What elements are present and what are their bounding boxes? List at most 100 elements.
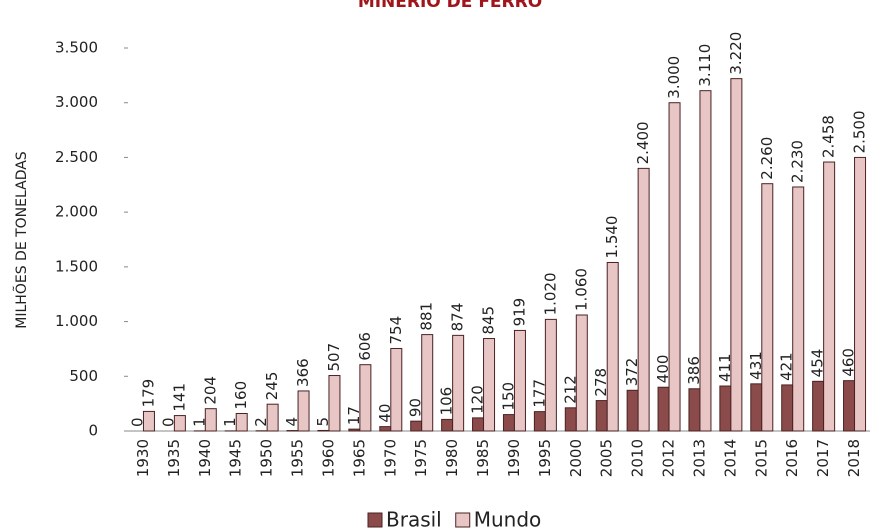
data-label: 160 <box>232 381 250 410</box>
bar <box>441 418 454 432</box>
y-tick-label: 2.000 <box>55 203 98 221</box>
data-label: 431 <box>747 351 765 380</box>
data-label: 204 <box>201 376 219 405</box>
bar <box>606 261 619 432</box>
data-label: 40 <box>376 404 394 423</box>
bar <box>719 385 732 432</box>
bar <box>544 318 557 432</box>
data-label: 179 <box>139 379 157 408</box>
x-tick-label: 2010 <box>629 439 647 477</box>
x-tick-label: 1935 <box>165 439 183 477</box>
x-tick-label: 1980 <box>443 439 461 477</box>
legend-label: Brasil <box>386 508 442 532</box>
x-tick-label: 2012 <box>660 439 678 477</box>
chart-title: MINÉRIO DE FERRO <box>358 0 542 12</box>
y-tick-label: 1.000 <box>55 312 98 330</box>
data-label: 845 <box>480 306 498 335</box>
legend-label: Mundo <box>474 508 542 532</box>
bar <box>761 183 774 432</box>
bar <box>410 420 423 432</box>
bar <box>235 412 248 432</box>
x-tick-label: 2000 <box>567 439 585 477</box>
data-label: 606 <box>356 332 374 361</box>
data-label: 3.110 <box>696 44 714 87</box>
bar <box>595 400 608 432</box>
x-tick-label: 2016 <box>783 439 801 477</box>
data-label: 421 <box>778 352 796 381</box>
x-tick-label: 1990 <box>505 439 523 477</box>
bar <box>472 417 485 432</box>
data-label: 3.000 <box>665 56 683 99</box>
x-tick-label: 1975 <box>412 439 430 477</box>
data-label: 2 <box>252 417 270 427</box>
bar <box>533 411 546 432</box>
x-tick-label: 1955 <box>289 439 307 477</box>
data-label: 2.260 <box>758 137 776 180</box>
data-label: 400 <box>654 355 672 384</box>
bar <box>483 338 496 432</box>
x-tick-label: 2017 <box>814 439 832 477</box>
bar <box>668 102 681 432</box>
data-label: 366 <box>294 358 312 387</box>
data-label: 1.020 <box>541 272 559 315</box>
data-label: 507 <box>325 343 343 372</box>
bar <box>173 415 186 432</box>
bar <box>421 334 434 432</box>
data-label: 2.500 <box>851 110 869 153</box>
x-tick-label: 2018 <box>845 439 863 477</box>
x-tick-label: 1930 <box>134 439 152 477</box>
data-label: 212 <box>561 375 579 404</box>
data-label: 141 <box>170 383 188 412</box>
data-label: 386 <box>685 356 703 385</box>
data-label: 2.230 <box>789 140 807 183</box>
bar <box>452 334 465 432</box>
bar <box>297 390 310 432</box>
data-label: 1 <box>190 417 208 427</box>
y-tick-label: 500 <box>69 367 98 385</box>
x-tick-label: 1965 <box>350 439 368 477</box>
data-label: 177 <box>530 379 548 408</box>
x-tick-label: 2014 <box>721 439 739 477</box>
data-label: 754 <box>387 316 405 345</box>
data-label: 90 <box>407 398 425 417</box>
x-tick-label: 2015 <box>752 439 770 477</box>
bar <box>359 364 372 432</box>
bar <box>792 186 805 432</box>
y-tick-label: 1.500 <box>55 257 98 275</box>
bar <box>699 90 712 432</box>
bar <box>142 410 155 432</box>
y-tick-label: 2.500 <box>55 148 98 166</box>
bar <box>204 408 217 432</box>
data-label: 3.220 <box>727 32 745 75</box>
bar <box>328 375 341 432</box>
bar <box>688 388 701 432</box>
legend-swatch <box>367 512 383 528</box>
x-tick-label: 1995 <box>536 439 554 477</box>
bar <box>812 380 825 432</box>
bar <box>348 428 361 432</box>
data-label: 245 <box>263 372 281 401</box>
data-label: 278 <box>592 368 610 397</box>
data-label: 874 <box>449 303 467 332</box>
x-tick-label: 2013 <box>690 439 708 477</box>
bar <box>502 414 515 432</box>
bar <box>513 329 526 432</box>
bar <box>575 314 588 432</box>
bar <box>823 161 836 432</box>
bar <box>390 347 403 432</box>
data-label: 120 <box>469 385 487 414</box>
y-tick-label: 0 <box>88 422 98 440</box>
x-tick-label: 2005 <box>598 439 616 477</box>
data-label: 2.400 <box>634 121 652 164</box>
data-label: 919 <box>510 298 528 327</box>
bar <box>843 380 856 432</box>
data-label: 1 <box>221 417 239 427</box>
bar <box>564 407 577 432</box>
bar <box>317 429 330 432</box>
x-tick-label: 1940 <box>196 439 214 477</box>
data-label: 0 <box>128 417 146 427</box>
bar <box>730 78 743 432</box>
data-label: 1.540 <box>603 216 621 259</box>
x-tick-label: 1945 <box>227 439 245 477</box>
